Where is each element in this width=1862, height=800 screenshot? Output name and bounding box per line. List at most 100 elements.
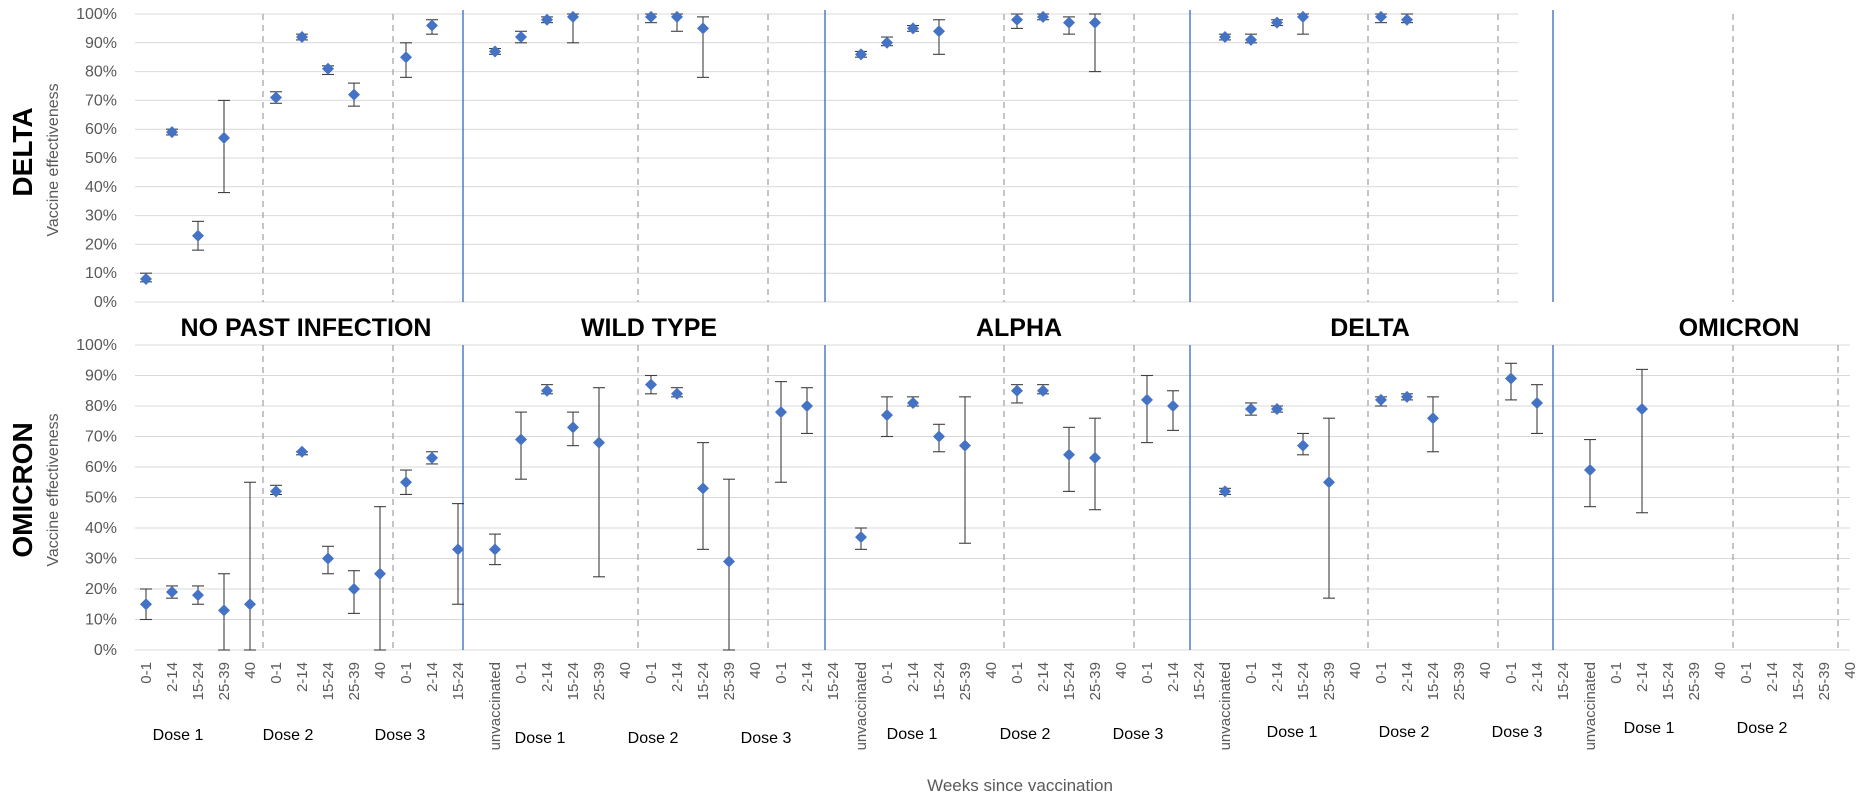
x-tick-label: 2-14 [905,662,922,692]
x-tick-label: 15-24 [1555,662,1572,700]
data-point-omicron [1401,390,1413,403]
data-point-delta [140,272,152,285]
data-marks [140,10,1648,651]
data-point-delta [400,51,412,64]
data-point-omicron [374,567,386,580]
data-point-omicron [1271,403,1283,416]
x-tick-label: 15-24 [190,662,207,700]
group-separators [262,10,1839,650]
y-tick-delta: 30% [85,208,117,225]
data-point-omicron [1089,451,1101,464]
data-point-delta [192,229,204,242]
data-point-omicron [192,589,204,602]
x-tick-label: 2-14 [669,662,686,692]
data-point-omicron [322,552,334,565]
dose-label: Dose 1 [153,727,204,744]
dose-label: Dose 2 [1379,724,1430,741]
data-point-delta [166,126,178,139]
x-tick-label: 15-24 [1191,662,1208,700]
dose-label: Dose 1 [515,730,566,747]
x-tick-label: 25-39 [591,662,608,700]
data-point-omicron [1219,485,1231,498]
data-point-omicron [1584,464,1596,477]
y-tick-omicron: 90% [85,368,117,385]
data-point-omicron [270,485,282,498]
x-tick-label: 40 [617,662,634,679]
x-tick-label: unvaccinated [1582,662,1599,750]
y-tick-omicron: 30% [85,551,117,568]
data-point-omicron [1037,384,1049,397]
data-point-omicron [1297,439,1309,452]
x-tick-label: 15-24 [1295,662,1312,700]
x-tick-label: 40 [242,662,259,679]
x-tick-label: unvaccinated [853,662,870,750]
x-tick-label: 40 [983,662,1000,679]
data-point-delta [1297,10,1309,23]
x-tick-label: 2-14 [1399,662,1416,692]
row-label-omicron: OMICRON [7,422,38,557]
x-tick-label: unvaccinated [487,662,504,750]
y-tick-delta: 80% [85,64,117,81]
dose-label: Dose 2 [1000,726,1051,743]
x-tick-label: 40 [1347,662,1364,679]
data-point-omicron [400,476,412,489]
data-point-omicron [801,400,813,412]
panel-title-delta: DELTA [1330,314,1410,342]
x-tick-label: 15-24 [825,662,842,700]
data-point-omicron [671,387,683,400]
x-tick-label: 25-39 [957,662,974,700]
data-point-delta [296,31,308,44]
x-tick-label: 25-39 [1816,662,1833,700]
x-tick-label: 2-14 [1165,662,1182,692]
x-tick-label: 2-14 [294,662,311,692]
x-tick-label: 0-1 [1009,662,1026,684]
y-tick-omicron: 0% [94,642,117,659]
x-tick-label: 15-24 [1660,662,1677,700]
data-point-delta [489,45,501,58]
data-point-delta [1089,16,1101,29]
y-tick-omicron: 20% [85,581,117,598]
data-point-omicron [166,586,178,599]
x-tick-label: 2-14 [1764,662,1781,692]
x-tick-label: 0-1 [513,662,530,684]
panel-title-wild-type: WILD TYPE [581,314,717,342]
data-point-delta [697,22,709,35]
x-tick-label: 15-24 [320,662,337,700]
data-point-omicron [489,543,501,556]
data-point-delta [671,10,683,23]
data-point-omicron [881,409,893,422]
data-point-omicron [541,384,553,397]
y-tick-omicron: 70% [85,429,117,446]
panel-title-omicron: OMICRON [1679,314,1800,342]
x-tick-label: 15-24 [1425,662,1442,700]
data-point-delta [1219,31,1231,44]
y-axis-title-bottom: Vaccine effectiveness [45,413,62,566]
x-tick-label: 15-24 [1061,662,1078,700]
data-point-delta [1271,16,1283,29]
x-tick-label: 40 [747,662,764,679]
y-tick-delta: 50% [85,150,117,167]
y-tick-delta: 60% [85,121,117,138]
x-tick-label: 40 [1113,662,1130,679]
data-point-omicron [140,598,152,611]
x-tick-label: 2-14 [164,662,181,692]
y-tick-delta: 40% [85,179,117,196]
y-tick-delta: 70% [85,92,117,109]
dose-label: Dose 2 [263,727,314,744]
data-point-delta [1401,13,1413,26]
x-tick-label: 0-1 [138,662,155,684]
x-tick-label: 0-1 [1373,662,1390,684]
x-tick-label: 40 [372,662,389,679]
data-point-delta [348,88,360,101]
y-tick-omicron: 80% [85,398,117,415]
data-point-omicron [907,396,919,409]
x-tick-label: 25-39 [1451,662,1468,700]
dose-label: Dose 1 [887,726,938,743]
data-point-omicron [775,406,787,419]
x-tick-label: 2-14 [1634,662,1651,692]
x-tick-label: 25-39 [1087,662,1104,700]
data-point-delta [933,25,945,38]
x-tick-label: 15-24 [1790,662,1807,700]
data-point-delta [567,10,579,23]
